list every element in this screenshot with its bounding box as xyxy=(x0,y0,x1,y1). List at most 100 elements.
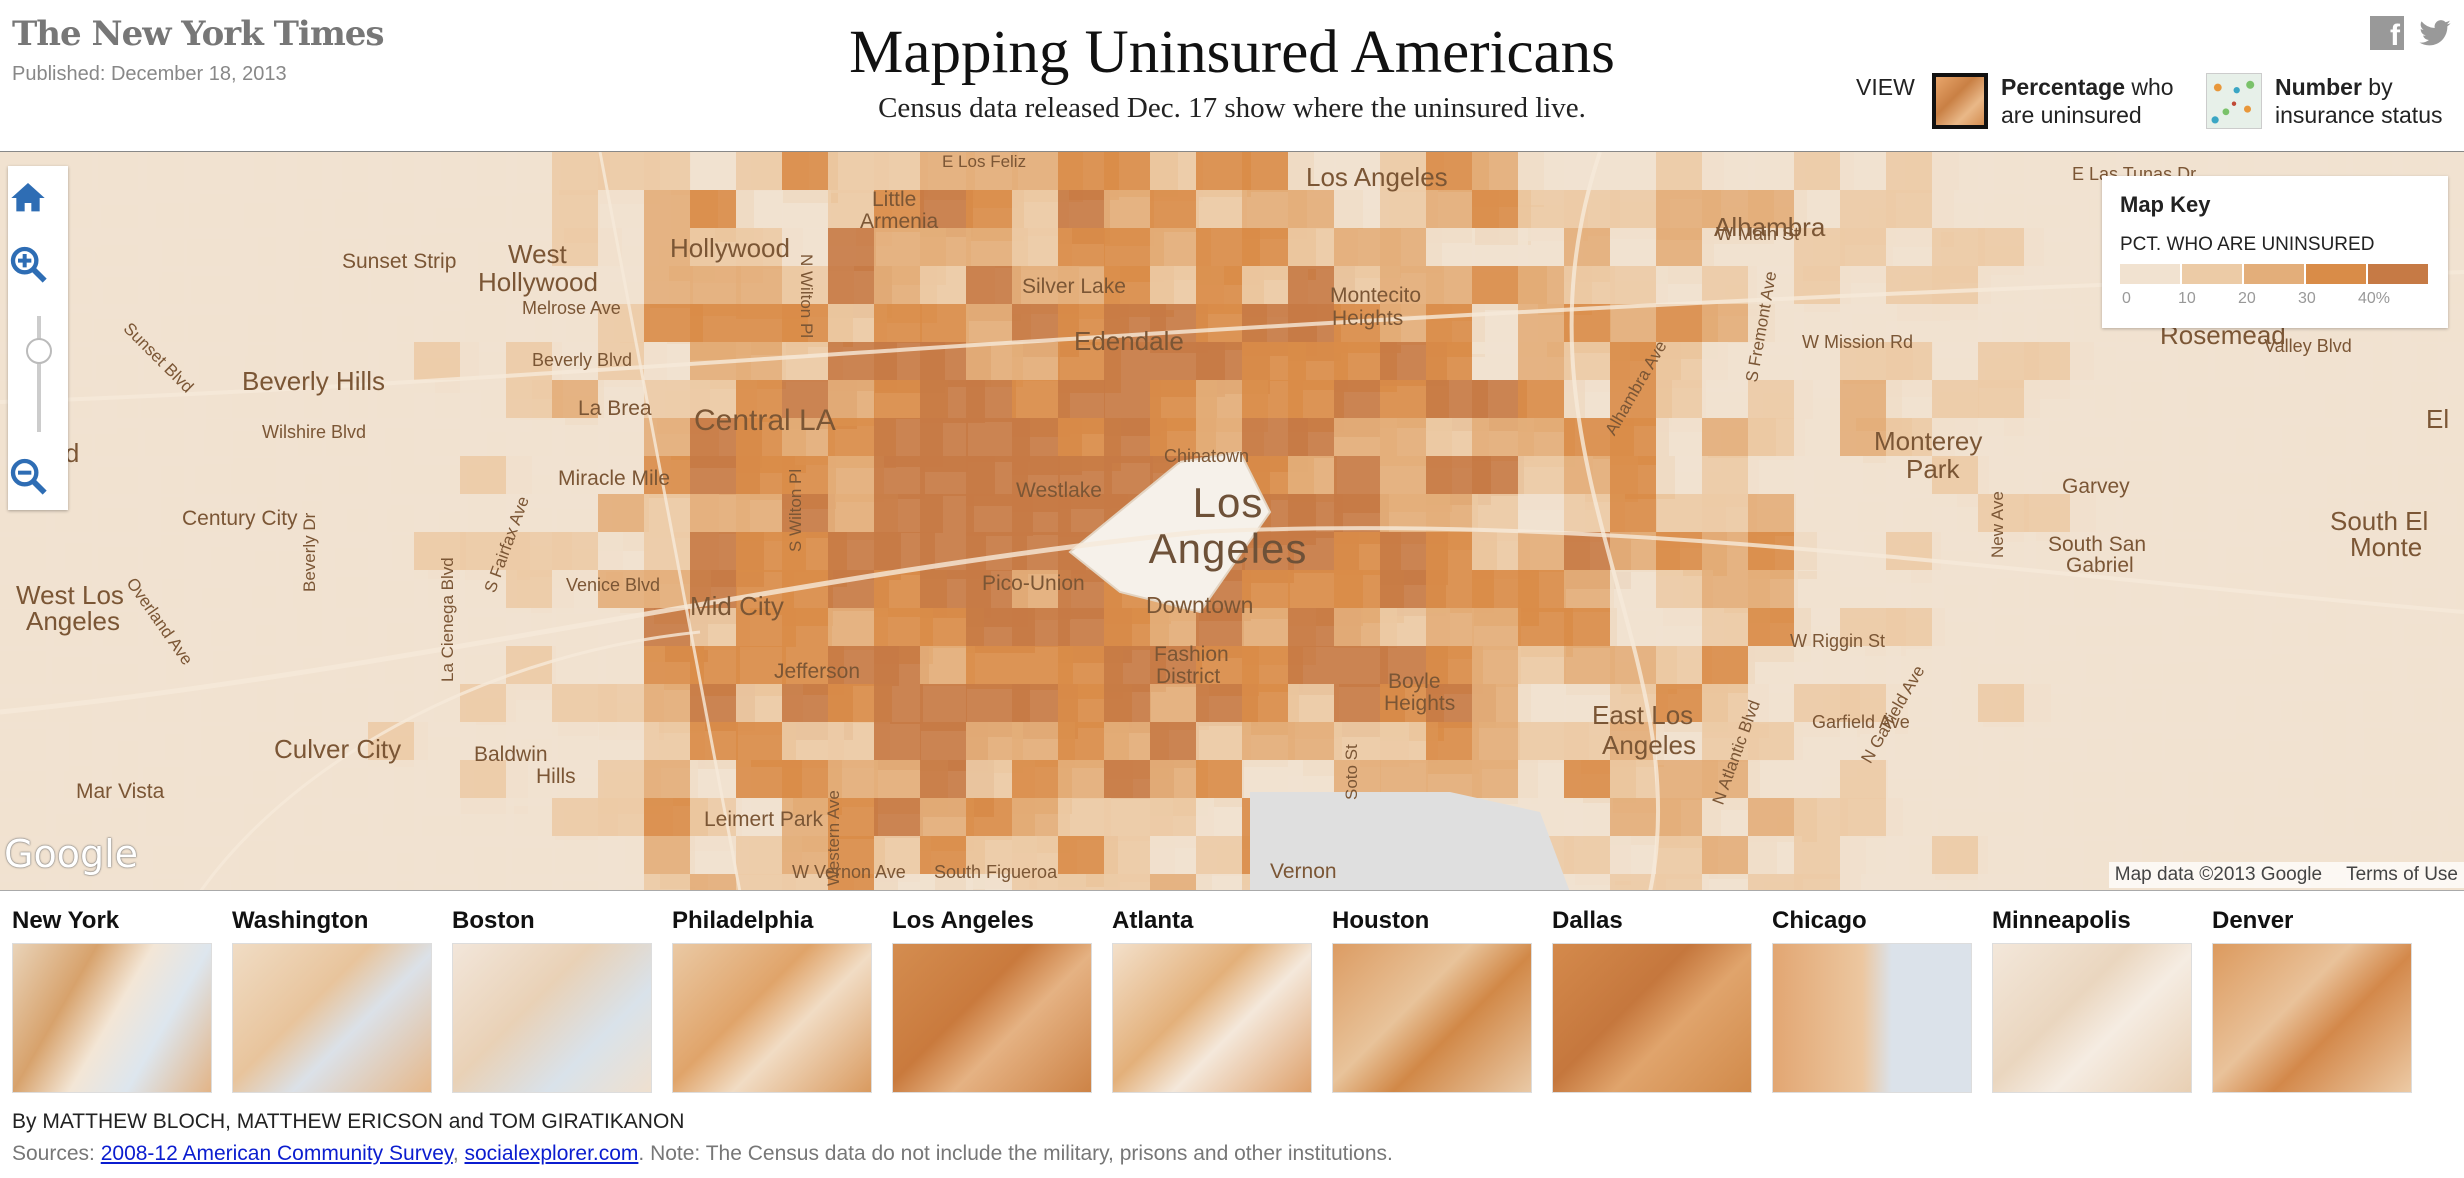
place-label: Hollywood xyxy=(478,267,598,297)
place-label: East Los xyxy=(1592,700,1694,730)
sources-note: . Note: The Census data do not include t… xyxy=(638,1142,1393,1165)
zoom-control xyxy=(8,166,68,510)
nyt-logo[interactable]: The New York Times xyxy=(12,14,385,54)
place-label: Central LA xyxy=(694,404,836,437)
city-option[interactable]: Denver xyxy=(2212,905,2432,1093)
street-label: E Los Feliz xyxy=(942,152,1027,171)
page-subtitle: Census data released Dec. 17 show where … xyxy=(878,92,1586,124)
city-name: Atlanta xyxy=(1112,907,1194,934)
byline: By MATTHEW BLOCH, MATTHEW ERICSON and TO… xyxy=(12,1110,685,1133)
twitter-icon[interactable] xyxy=(2418,16,2452,50)
place-label: Monterey xyxy=(1874,426,1983,456)
zoom-in-icon[interactable] xyxy=(8,244,48,284)
city-option[interactable]: Philadelphia xyxy=(672,905,892,1093)
city-option[interactable]: Atlanta xyxy=(1112,905,1332,1093)
map-key-tick: 30 xyxy=(2298,290,2316,307)
city-name: Washington xyxy=(232,907,369,934)
city-option[interactable]: Washington xyxy=(232,905,452,1093)
place-label: Alhambra xyxy=(1714,212,1826,242)
city-thumbnail xyxy=(1332,943,1532,1093)
city-thumbnail xyxy=(232,943,432,1093)
city-thumbnail xyxy=(672,943,872,1093)
zoom-slider-track[interactable] xyxy=(37,316,41,432)
city-option[interactable]: Minneapolis xyxy=(1992,905,2212,1093)
city-name: New York xyxy=(12,907,120,934)
place-label: Heights xyxy=(1384,692,1456,715)
place-label: Little xyxy=(872,188,917,211)
place-label: West xyxy=(508,239,567,269)
city-option[interactable]: Chicago xyxy=(1772,905,1992,1093)
city-name: Boston xyxy=(452,907,535,934)
uninsured-map[interactable]: West Hollywood Hollywood Sunset Strip Melros… xyxy=(0,151,2464,891)
terms-of-use-link[interactable]: Terms of Use xyxy=(2346,864,2458,885)
city-thumbnail xyxy=(1552,943,1752,1093)
sources: Sources: 2008-12 American Community Surv… xyxy=(12,1142,1393,1166)
place-label: West Los xyxy=(16,580,124,610)
view-option-line2: insurance status xyxy=(2275,102,2443,128)
choropleth-layer xyxy=(0,152,2464,890)
map-key-subtitle: PCT. WHO ARE UNINSURED xyxy=(2120,234,2375,255)
place-label: Chinatown xyxy=(1164,446,1250,466)
city-name: Houston xyxy=(1332,907,1430,934)
map-key-tick: 10 xyxy=(2178,290,2196,307)
place-label: South Figueroa xyxy=(934,862,1058,882)
place-label: District xyxy=(1156,665,1221,688)
view-percentage-button[interactable]: Percentage who are uninsured xyxy=(1932,73,2174,129)
place-label: Miracle Mile xyxy=(558,467,671,490)
map-key-ticks: 0 10 20 30 40% xyxy=(2120,290,2430,312)
page-title: Mapping Uninsured Americans xyxy=(849,19,1615,86)
view-option-line2: are uninsured xyxy=(2001,102,2142,128)
google-logo[interactable]: Google xyxy=(4,832,139,876)
city-label: Los Angeles xyxy=(1148,479,1308,572)
downtown-label: Downtown xyxy=(1146,592,1254,618)
city-option[interactable]: Dallas xyxy=(1552,905,1772,1093)
place-label: Los Angeles xyxy=(1306,162,1448,192)
place-label: Vernon xyxy=(1270,860,1337,883)
facebook-icon[interactable]: f xyxy=(2370,16,2404,50)
view-number-button[interactable]: Number by insurance status xyxy=(2206,73,2442,129)
place-label: Jefferson xyxy=(774,660,860,683)
place-label: W Mission Rd xyxy=(1802,332,1914,352)
city-option[interactable]: Los Angeles xyxy=(892,905,1112,1093)
view-option-rest: by xyxy=(2361,74,2393,100)
zoom-slider-handle[interactable] xyxy=(26,338,52,364)
city-option[interactable]: Boston xyxy=(452,905,672,1093)
city-thumbnail xyxy=(2212,943,2412,1093)
place-label: Montecito xyxy=(1330,284,1422,307)
map-key-swatch xyxy=(2306,264,2366,284)
place-label: Leimert Park xyxy=(704,808,824,831)
city-name: Dallas xyxy=(1552,907,1623,934)
socialexplorer-link[interactable]: socialexplorer.com xyxy=(464,1142,639,1165)
city-name: Denver xyxy=(2212,907,2294,934)
place-label: Hills xyxy=(536,765,576,788)
home-icon[interactable] xyxy=(8,178,48,218)
city-option[interactable]: Houston xyxy=(1332,905,1552,1093)
city-name: Minneapolis xyxy=(1992,907,2131,934)
map-key-tick: 0 xyxy=(2122,290,2131,307)
city-option[interactable]: New York xyxy=(12,905,232,1093)
city-thumbnail xyxy=(452,943,652,1093)
place-label: South El xyxy=(2330,506,2429,536)
map-key-swatch xyxy=(2368,264,2428,284)
map-data-credit: Map data ©2013 Google xyxy=(2114,864,2323,885)
street-label: New Ave xyxy=(1988,491,2007,558)
place-label: Park xyxy=(1906,454,1960,484)
place-label: Culver City xyxy=(274,734,402,764)
place-label: Baldwin xyxy=(474,743,548,766)
published-date: Published: December 18, 2013 xyxy=(12,63,287,85)
place-label: Edendale xyxy=(1074,326,1184,356)
zoom-out-icon[interactable] xyxy=(8,456,48,496)
acs-link[interactable]: 2008-12 American Community Survey xyxy=(100,1142,453,1165)
city-thumbnail xyxy=(1112,943,1312,1093)
place-label: South San xyxy=(2048,533,2147,556)
view-label: VIEW xyxy=(1856,74,1915,100)
place-label: Century City xyxy=(182,507,298,530)
place-label: Beverly Blvd xyxy=(532,350,633,370)
place-label: Armenia xyxy=(860,210,939,233)
place-label: Boyle xyxy=(1388,670,1441,693)
map-key-swatch xyxy=(2182,264,2242,284)
place-label: Melrose Ave xyxy=(522,298,621,318)
place-label: Venice Blvd xyxy=(566,575,661,595)
city-thumbnail xyxy=(1772,943,1972,1093)
map-attribution: Map data ©2013 Google Terms of Use xyxy=(2108,862,2464,888)
